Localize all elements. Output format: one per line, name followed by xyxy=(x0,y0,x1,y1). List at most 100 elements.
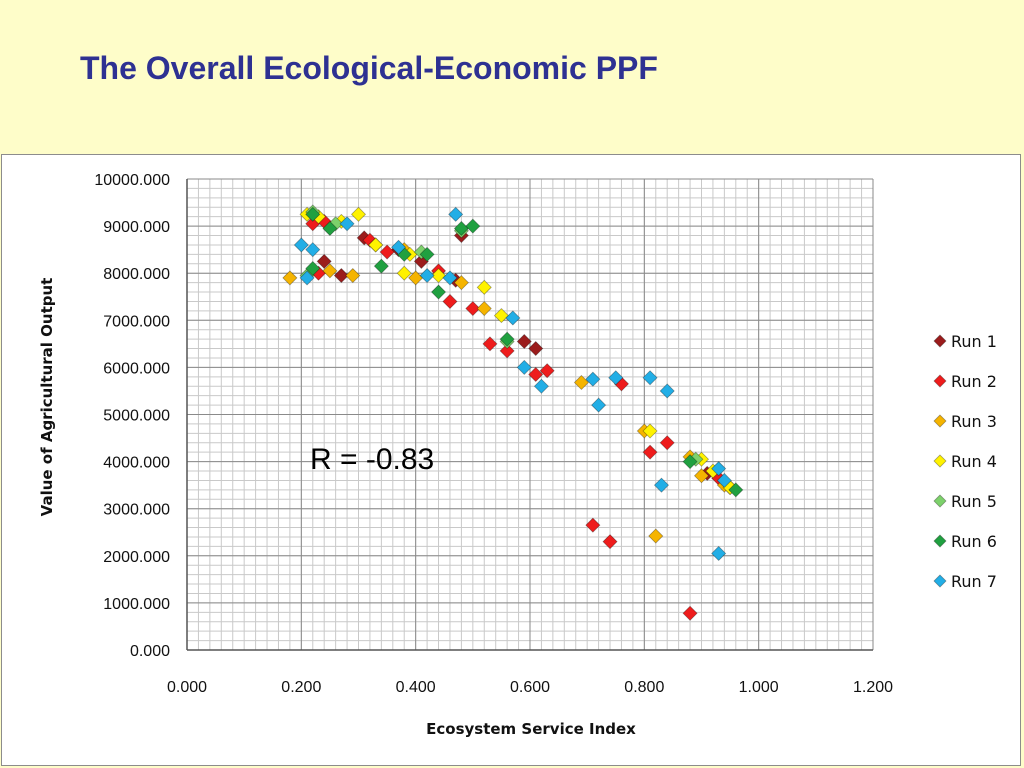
legend-item: Run 5 xyxy=(933,492,997,511)
data-point xyxy=(682,454,698,470)
data-point xyxy=(316,253,332,269)
data-point xyxy=(476,300,492,317)
data-point xyxy=(516,333,532,350)
data-point xyxy=(482,336,498,352)
legend-item: Run 6 xyxy=(933,532,997,551)
data-point xyxy=(642,444,658,460)
chart-panel: 0.000 1000.000 2000.000 3000.000 4000.000 500… xyxy=(1,154,1021,766)
data-point xyxy=(642,370,658,386)
data-point xyxy=(390,239,407,255)
data-point xyxy=(305,242,321,258)
data-point xyxy=(711,461,727,477)
legend-item: Run 4 xyxy=(933,452,997,471)
data-point xyxy=(693,468,710,484)
y-tick-label: 5000.000 xyxy=(103,408,170,425)
legend-item: Run 1 xyxy=(933,332,997,351)
data-point xyxy=(659,383,675,399)
y-tick-label: 3000.000 xyxy=(103,502,170,519)
x-tick-label: 0.400 xyxy=(396,679,436,696)
data-point xyxy=(419,246,435,262)
series-run-6 xyxy=(305,206,744,498)
legend-marker xyxy=(933,454,947,468)
legend-label: Run 4 xyxy=(951,452,997,471)
legend-marker xyxy=(933,374,947,388)
data-point xyxy=(368,237,384,253)
legend-item: Run 2 xyxy=(933,372,997,391)
legend-label: Run 2 xyxy=(951,372,997,391)
legend-marker xyxy=(933,494,947,508)
data-point xyxy=(299,270,315,286)
y-tick-label: 10000.000 xyxy=(94,172,170,189)
data-point xyxy=(293,237,309,253)
data-point xyxy=(476,279,492,295)
series-run-7 xyxy=(293,206,732,562)
y-tick-label: 0.000 xyxy=(130,643,170,660)
data-point xyxy=(728,482,744,498)
data-point xyxy=(322,263,338,279)
data-point xyxy=(419,267,435,284)
chart-gridlines xyxy=(186,178,874,651)
data-point xyxy=(493,308,509,324)
data-point xyxy=(430,284,447,300)
data-point xyxy=(602,534,618,550)
y-tick-label: 4000.000 xyxy=(103,455,170,472)
data-point xyxy=(442,270,458,286)
data-point xyxy=(711,545,727,562)
data-point xyxy=(465,300,481,317)
data-point xyxy=(505,310,521,326)
x-tick-label: 0.200 xyxy=(281,679,321,696)
data-point xyxy=(339,216,355,232)
legend-label: Run 6 xyxy=(951,532,997,551)
data-point xyxy=(533,378,549,394)
y-tick-label: 8000.000 xyxy=(103,266,170,283)
y-tick-label: 9000.000 xyxy=(103,219,170,236)
data-point xyxy=(465,218,481,234)
data-point xyxy=(585,371,601,387)
x-tick-label: 0.000 xyxy=(167,679,207,696)
legend-item: Run 3 xyxy=(933,412,997,431)
data-point xyxy=(396,265,412,281)
data-point xyxy=(516,359,532,375)
legend-marker xyxy=(933,414,947,428)
y-tick-label: 1000.000 xyxy=(103,596,170,613)
chart-points xyxy=(282,204,744,621)
data-point xyxy=(648,528,664,544)
data-point xyxy=(642,423,658,439)
data-point xyxy=(379,244,395,260)
chart-axes xyxy=(186,179,873,651)
data-point xyxy=(539,363,555,379)
scatter-chart: 0.000 1000.000 2000.000 3000.000 4000.000 500… xyxy=(38,172,997,738)
data-point xyxy=(453,275,469,291)
data-point xyxy=(373,258,389,274)
data-point xyxy=(305,260,321,277)
data-point xyxy=(653,477,670,493)
data-point xyxy=(528,340,544,357)
chart-legend: Run 1 Run 2 Run 3 Run 4 Run 5 Run 6 Run 7 xyxy=(933,332,997,591)
data-point xyxy=(328,216,344,232)
data-point xyxy=(282,270,298,286)
data-point xyxy=(350,206,367,222)
legend-marker xyxy=(933,574,947,588)
x-tick-label: 1.200 xyxy=(853,679,893,696)
data-point xyxy=(499,331,515,347)
chart-tick-labels: 0.000 1000.000 2000.000 3000.000 4000.000 500… xyxy=(94,172,893,696)
y-tick-label: 6000.000 xyxy=(103,360,170,377)
data-point xyxy=(682,605,698,621)
y-axis-title: Value of Agricultural Output xyxy=(38,278,56,517)
legend-marker xyxy=(933,534,947,548)
data-point xyxy=(528,366,544,383)
data-point xyxy=(585,517,601,533)
data-point xyxy=(659,435,675,451)
data-point xyxy=(448,206,464,222)
data-point xyxy=(430,267,447,284)
data-point xyxy=(305,206,321,222)
x-tick-label: 0.600 xyxy=(510,679,550,696)
data-point xyxy=(591,397,607,413)
legend-label: Run 7 xyxy=(951,572,997,591)
legend-label: Run 5 xyxy=(951,492,997,511)
data-point xyxy=(573,374,590,391)
legend-label: Run 1 xyxy=(951,332,997,351)
data-point xyxy=(716,472,732,489)
legend-marker xyxy=(933,334,947,348)
data-point xyxy=(442,293,458,310)
